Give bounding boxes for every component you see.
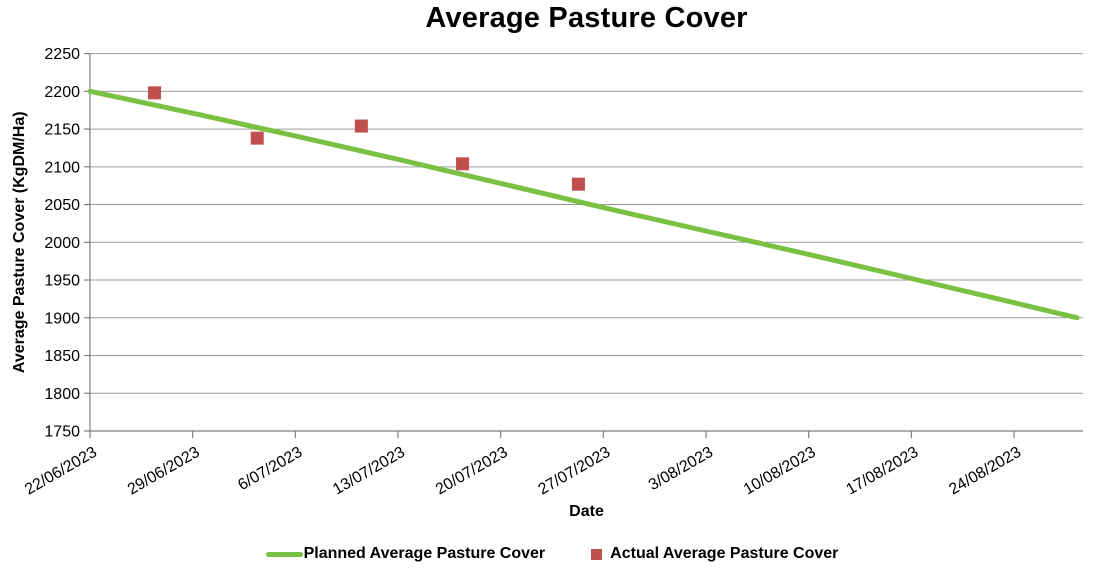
actual-marker[interactable] bbox=[354, 119, 368, 133]
x-tick-label: 20/07/2023 bbox=[433, 444, 511, 499]
y-tick-label: 2250 bbox=[44, 46, 80, 63]
y-tick-label: 2150 bbox=[44, 122, 80, 139]
legend-item-actual[interactable]: Actual Average Pasture Cover bbox=[591, 545, 838, 563]
y-tick-label: 2100 bbox=[44, 159, 80, 176]
plot-area: 1750 1800 1850 1900 1950 2000 2050 2100 2150 2200… bbox=[11, 46, 1083, 499]
x-tick-label: 13/07/2023 bbox=[330, 444, 408, 499]
y-tick-label: 1750 bbox=[44, 424, 80, 441]
legend-label-actual: Actual Average Pasture Cover bbox=[610, 545, 839, 562]
x-tick-label: 22/06/2023 bbox=[22, 444, 100, 499]
x-axis-title: Date bbox=[569, 503, 604, 520]
chart-title: Average Pasture Cover bbox=[425, 2, 748, 34]
x-tick-label: 27/07/2023 bbox=[536, 444, 614, 499]
x-tick-label: 6/07/2023 bbox=[235, 444, 305, 494]
planned-line-series[interactable] bbox=[87, 88, 1080, 321]
legend: Planned Average Pasture Cover Actual Ave… bbox=[0, 541, 1104, 567]
x-tick-label: 10/08/2023 bbox=[741, 444, 819, 499]
x-tick-label: 24/08/2023 bbox=[946, 444, 1024, 499]
legend-line-swatch-icon bbox=[265, 551, 303, 557]
y-axis-title: Average Pasture Cover (KgDM/Ha) bbox=[11, 111, 28, 373]
y-tick-label: 2050 bbox=[44, 197, 80, 214]
actual-marker[interactable] bbox=[250, 131, 264, 145]
actual-marker[interactable] bbox=[148, 86, 162, 100]
x-tick-label: 3/08/2023 bbox=[646, 444, 716, 494]
actual-marker[interactable] bbox=[571, 177, 585, 191]
legend-label-planned: Planned Average Pasture Cover bbox=[303, 545, 546, 562]
y-tick-label: 2200 bbox=[44, 84, 80, 101]
y-tick-label: 1950 bbox=[44, 273, 80, 290]
x-tick-label: 29/06/2023 bbox=[125, 444, 203, 499]
x-tick-label: 17/08/2023 bbox=[844, 444, 922, 499]
actual-marker[interactable] bbox=[456, 157, 470, 171]
legend-square-swatch-icon bbox=[591, 548, 603, 560]
legend-item-planned[interactable]: Planned Average Pasture Cover bbox=[265, 545, 546, 563]
y-tick-label: 1900 bbox=[44, 310, 80, 327]
y-tick-label: 1850 bbox=[44, 348, 80, 365]
y-tick-label: 2000 bbox=[44, 235, 80, 252]
y-tick-label: 1800 bbox=[44, 386, 80, 403]
